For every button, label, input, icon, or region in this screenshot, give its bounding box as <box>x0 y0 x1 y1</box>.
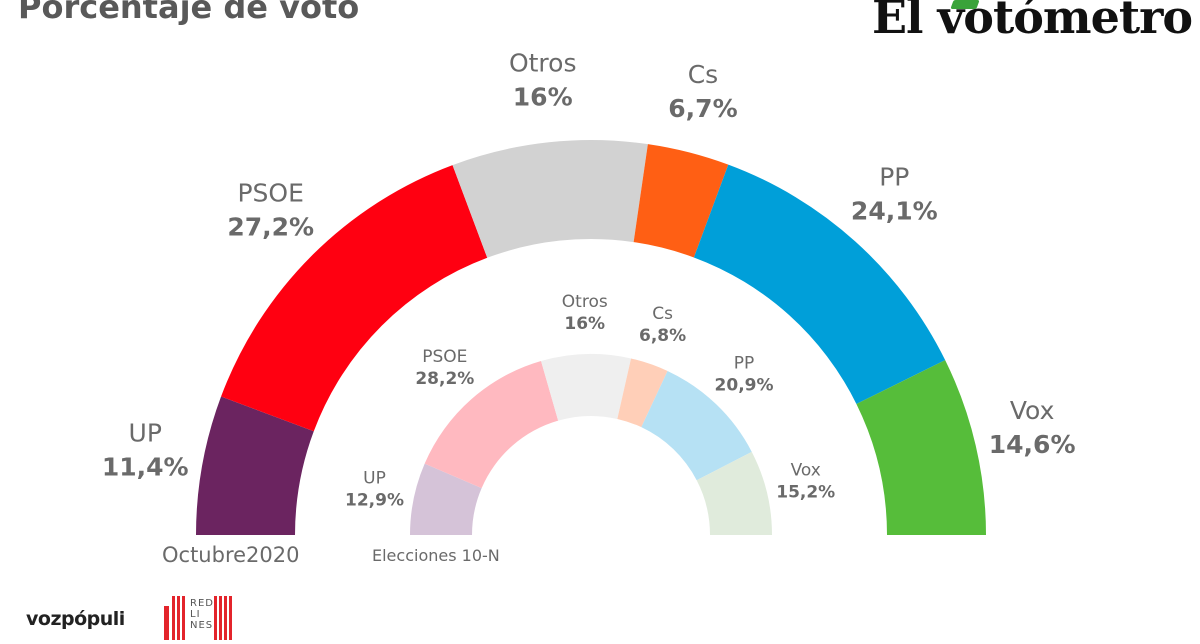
slice-pp <box>641 370 752 481</box>
category-label: Otros <box>562 292 608 312</box>
slice-vox <box>856 360 986 535</box>
category-label: PSOE <box>237 179 303 208</box>
value-label: 16% <box>564 314 605 334</box>
value-label: 14,6% <box>989 430 1076 459</box>
brand-logo: El votómetro <box>872 0 1193 44</box>
slice-pp <box>693 164 946 404</box>
slice-otros <box>452 139 648 258</box>
vozpopuli-logo: vozpópuli <box>26 608 125 630</box>
slice-cs <box>633 144 729 258</box>
slice-psoe <box>424 361 559 489</box>
value-label: 16% <box>513 83 573 112</box>
value-label: 27,2% <box>227 213 314 242</box>
value-label: 20,9% <box>715 376 774 396</box>
chart-title: Porcentaje de voto <box>18 0 360 26</box>
redlines-logo-text: RED LI NES <box>190 598 214 631</box>
category-label: UP <box>129 418 162 447</box>
series-caption: Elecciones 10-N <box>372 546 500 565</box>
redlines-stripes-icon <box>164 596 232 640</box>
slice-psoe <box>221 165 488 432</box>
slice-up <box>410 463 482 535</box>
category-label: Otros <box>509 49 577 78</box>
brand-accent-mark <box>950 0 980 9</box>
value-label: 28,2% <box>415 369 474 389</box>
slice-up <box>196 396 314 535</box>
category-label: Cs <box>652 304 673 324</box>
slice-cs <box>617 358 668 428</box>
category-label: Vox <box>791 461 821 481</box>
value-label: 11,4% <box>102 452 189 481</box>
category-label: Vox <box>1010 396 1054 425</box>
value-label: 24,1% <box>851 197 938 226</box>
value-label: 6,8% <box>639 326 686 346</box>
value-label: 12,9% <box>345 491 404 511</box>
slice-otros <box>541 354 632 421</box>
redlines-logo: RED LI NES <box>164 596 236 640</box>
category-label: UP <box>363 469 386 489</box>
donut-octubre2020: UP11,4%PSOE27,2%Otros16%Cs6,7%PP24,1%Vox… <box>102 49 1076 567</box>
category-label: PSOE <box>422 347 467 367</box>
value-label: 6,7% <box>668 94 737 123</box>
category-label: Cs <box>688 60 718 89</box>
category-label: PP <box>734 354 755 374</box>
series-caption: Octubre2020 <box>162 543 299 567</box>
slice-vox <box>696 451 773 535</box>
category-label: PP <box>879 163 909 192</box>
value-label: 15,2% <box>776 483 835 503</box>
